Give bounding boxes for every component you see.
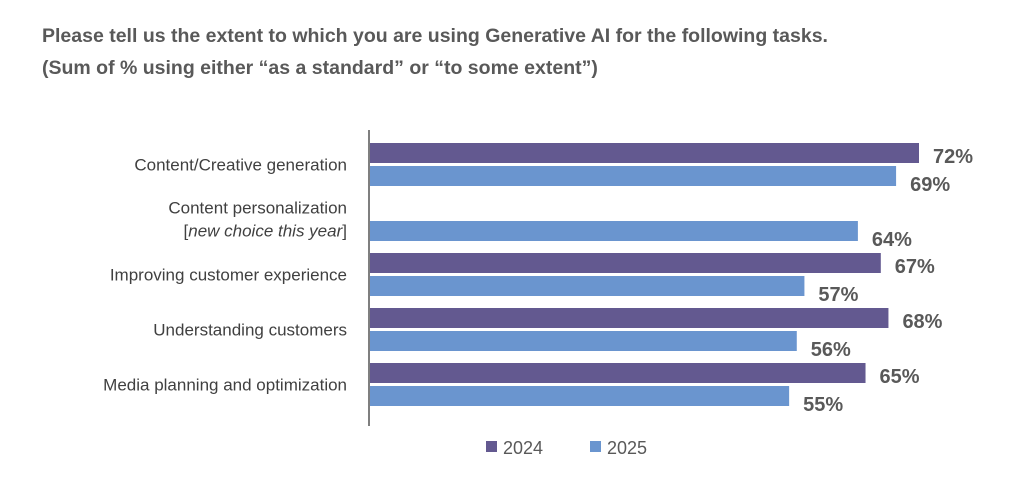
category-label: Media planning and optimization — [103, 376, 347, 395]
chart-title-line: Please tell us the extent to which you a… — [42, 25, 828, 47]
data-label-2025: 64% — [872, 229, 912, 251]
bar-2025 — [369, 276, 805, 296]
category-label: Content personalization — [168, 199, 347, 218]
chart-subtitle: (Sum of % using either “as a standard” o… — [42, 57, 598, 79]
category-label: Understanding customers — [153, 321, 347, 340]
bar-2024 — [369, 253, 881, 273]
chart-title: Please tell us the extent to which you a… — [42, 20, 828, 84]
legend-swatch-2024 — [486, 441, 497, 452]
bar-2024 — [369, 143, 919, 163]
data-label-2025: 55% — [803, 394, 843, 416]
bar-2025 — [369, 221, 858, 241]
data-label-2025: 69% — [910, 174, 950, 196]
legend-label-2024: 2024 — [503, 438, 543, 458]
bar-2025 — [369, 386, 790, 406]
bar-2025 — [369, 331, 797, 351]
data-label-2024: 72% — [933, 146, 973, 168]
bar-2025 — [369, 166, 897, 186]
category-label: Content/Creative generation — [134, 156, 347, 175]
category-note: [new choice this year] — [184, 222, 348, 241]
legend-swatch-2025 — [590, 441, 601, 452]
data-label-2024: 67% — [895, 256, 935, 278]
legend-label-2025: 2025 — [607, 438, 647, 458]
data-label-2024: 65% — [880, 366, 920, 388]
data-label-2025: 57% — [818, 284, 858, 306]
category-label: Improving customer experience — [110, 266, 347, 285]
data-label-2025: 56% — [811, 339, 851, 361]
bar-2024 — [369, 363, 866, 383]
bar-2024 — [369, 308, 889, 328]
data-label-2024: 68% — [902, 311, 942, 333]
